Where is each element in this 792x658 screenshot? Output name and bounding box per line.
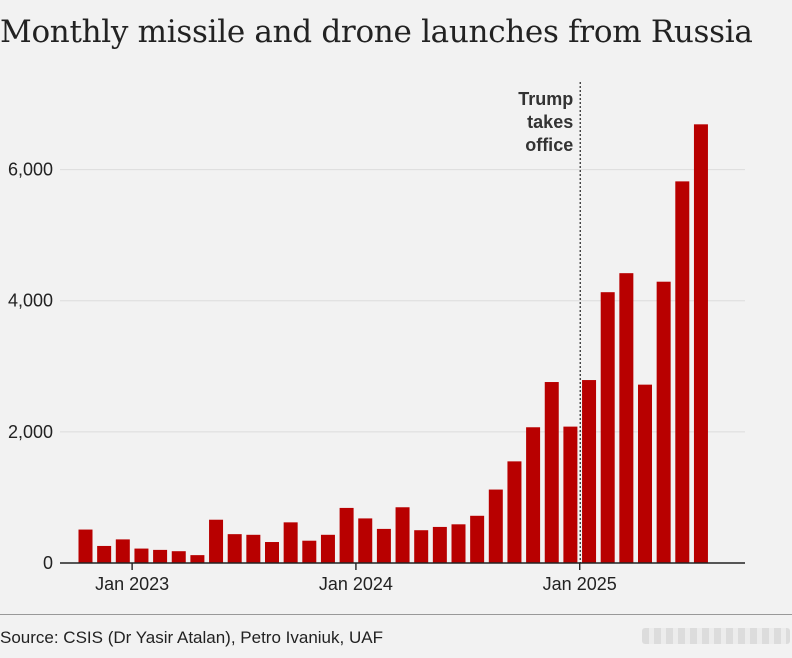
bar-2022-12: 2022-12: 360 <box>115 539 130 563</box>
bar-2022-11: 2022-11: 260 <box>97 545 112 563</box>
bar-2025-03: 2025-03: 4420 <box>619 273 634 563</box>
bar-2023-12: 2023-12: 840 <box>339 507 354 563</box>
bar-2024-08: 2024-08: 1120 <box>488 489 503 563</box>
x-tick-label: Jan 2023 <box>95 574 169 594</box>
annotation-text: Trump <box>518 89 573 109</box>
bar-2024-04: 2024-04: 500 <box>414 530 429 563</box>
y-tick-label: 2,000 <box>8 422 53 442</box>
bar-2024-07: 2024-07: 720 <box>470 515 485 563</box>
bar-2023-09: 2023-09: 620 <box>283 522 298 563</box>
bars: 2022-10: 510 2022-11: 2602022-12: 360 2023… <box>78 124 708 564</box>
bar-2023-04: 2023-04: 120 <box>190 555 205 563</box>
y-axis-tick-labels: 0 2,000 4,000 6,000 <box>8 160 53 573</box>
y-tick-label: 6,000 <box>8 160 53 180</box>
bar-2024-02: 2024-02: 520 <box>376 528 391 563</box>
footer-divider <box>0 614 792 615</box>
bar-2023-05: 2023-05: 660 <box>209 519 224 563</box>
bar-2024-03: 2024-03: 850 <box>395 507 410 563</box>
y-tick-label: 4,000 <box>8 291 53 311</box>
bar-2025-06: 2025-06: 5820 <box>675 181 690 564</box>
bar-2024-10: 2024-10: 2070 <box>526 427 541 563</box>
x-tick-label: Jan 2025 <box>543 574 617 594</box>
bar-chart: 0 2,000 4,000 6,000 Trump takes office 2022-1… <box>8 82 745 594</box>
bar-2022-10: 2022-10: 510 <box>78 529 93 563</box>
source-note: Source: CSIS (Dr Yasir Atalan), Petro Iv… <box>0 628 383 647</box>
bar-2024-12: 2024-12: 2080 <box>563 426 578 563</box>
bar-2024-11: 2024-11: 2760 <box>544 382 559 563</box>
bar-2024-06: 2024-06: 590 <box>451 524 466 563</box>
bar-2024-05: 2024-05: 550 <box>432 526 447 563</box>
bar-2024-01: 2024-01: 680 <box>358 518 373 563</box>
bar-2023-01: 2023-01: 220 <box>134 548 149 563</box>
bar-2023-10: 2023-10: 340 <box>302 540 317 563</box>
bar-2023-06: 2023-06: 440 <box>227 534 242 563</box>
bar-2023-08: 2023-08: 320 <box>265 542 279 563</box>
x-tick-label: Jan 2024 <box>319 574 393 594</box>
bar-2023-11: 2023-11: 430 <box>320 534 335 563</box>
y-tick-label: 0 <box>43 553 53 573</box>
annotation: Trump takes office <box>518 82 581 563</box>
bar-2025-04: 2025-04: 2720 <box>638 384 652 563</box>
bar-2025-05: 2025-05: 4290 <box>656 281 671 563</box>
bar-2023-07: 2023-07: 430 <box>246 534 261 563</box>
chart-title: Monthly missile and drone launches from … <box>0 14 753 50</box>
bar-2024-09: 2024-09: 1550 <box>507 461 522 563</box>
bar-2023-02: 2023-02: 200 <box>153 549 168 563</box>
annotation-text: office <box>525 135 573 155</box>
bar-2025-07: 2025-07: 6690 <box>693 124 708 563</box>
bar-2025-01: 2025-01: 2790 <box>582 380 597 563</box>
annotation-text: takes <box>527 112 573 132</box>
x-axis: Jan 2023 Jan 2024 Jan 2025 <box>60 562 745 594</box>
watermark <box>642 628 790 644</box>
bar-2025-02: 2025-02: 4130 <box>600 292 615 563</box>
bar-2023-03: 2023-03: 180 <box>171 551 186 563</box>
